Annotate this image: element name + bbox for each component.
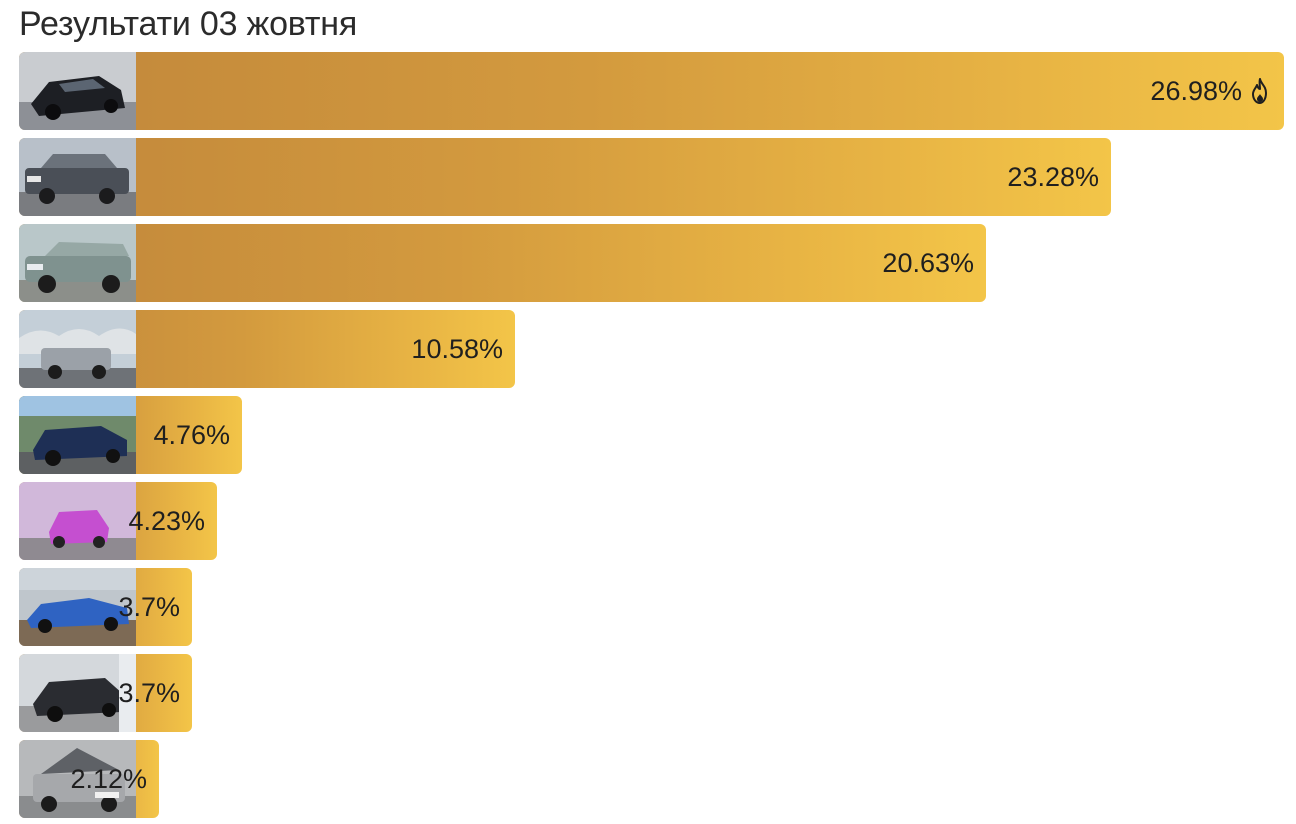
car-thumbnail: [19, 740, 136, 818]
bar-value-label: 2.12%: [70, 740, 147, 818]
car-thumbnail: [19, 224, 136, 302]
bar-value-label: 20.63%: [882, 224, 974, 302]
car-thumbnail: [19, 482, 136, 560]
bar-value-label: 3.7%: [118, 568, 180, 646]
bar: 23.28%: [19, 138, 1111, 216]
car-thumbnail: [19, 654, 136, 732]
bar-row: 23.28%: [19, 138, 1111, 216]
bar: 4.23%: [19, 482, 217, 560]
bar-row: 4.76%: [19, 396, 242, 474]
bar-row: 20.63%: [19, 224, 986, 302]
bar-value-label: 23.28%: [1007, 138, 1099, 216]
bar: 2.12%: [19, 740, 159, 818]
bar-value-label: 4.23%: [128, 482, 205, 560]
fire-icon: [1252, 78, 1267, 104]
bar-row: 3.7%: [19, 568, 192, 646]
car-thumbnail: [19, 52, 136, 130]
bar-value-text: 3.7%: [118, 678, 180, 708]
car-thumbnail: [19, 138, 136, 216]
bar: 26.98%: [19, 52, 1284, 130]
bar-row: 3.7%: [19, 654, 192, 732]
bar-value-label: 10.58%: [411, 310, 503, 388]
car-thumbnail: [19, 396, 136, 474]
bar-value-text: 23.28%: [1007, 162, 1099, 192]
bar-row: 10.58%: [19, 310, 515, 388]
bar-value-text: 20.63%: [882, 248, 974, 278]
bar: 20.63%: [19, 224, 986, 302]
bar-value-label: 26.98%: [1150, 52, 1272, 130]
bar: 4.76%: [19, 396, 242, 474]
bar-value-label: 4.76%: [153, 396, 230, 474]
bar-value-text: 4.23%: [128, 506, 205, 536]
bar-value-text: 4.76%: [153, 420, 230, 450]
car-thumbnail: [19, 568, 136, 646]
bar-value-text: 2.12%: [70, 764, 147, 794]
bar-row: 26.98%: [19, 52, 1284, 130]
bar: 3.7%: [19, 568, 192, 646]
page-title: Результати 03 жовтня: [19, 5, 358, 43]
bar-value-text: 3.7%: [118, 592, 180, 622]
bar-row: 4.23%: [19, 482, 217, 560]
bar-value-text: 10.58%: [411, 334, 503, 364]
bar-row: 2.12%: [19, 740, 159, 818]
bar-value-label: 3.7%: [118, 654, 180, 732]
car-thumbnail: [19, 310, 136, 388]
bar: 10.58%: [19, 310, 515, 388]
bar-value-text: 26.98%: [1150, 76, 1242, 106]
bar: 3.7%: [19, 654, 192, 732]
